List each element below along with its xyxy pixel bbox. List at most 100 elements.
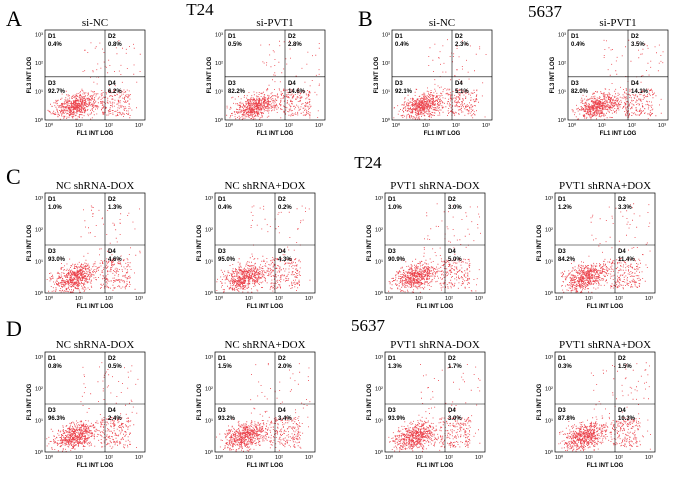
x-tick-label: 10⁰ bbox=[45, 454, 54, 461]
x-tick-label: 10¹ bbox=[75, 455, 83, 461]
quadrant-name: D3 bbox=[48, 81, 56, 87]
quadrant-percent: 5.0% bbox=[448, 257, 462, 263]
y-tick-label: 10⁰ bbox=[205, 290, 214, 297]
quadrant-name: D3 bbox=[218, 249, 226, 255]
x-axis-label: FL1 INT LOG bbox=[424, 131, 461, 137]
y-tick-label: 10² bbox=[558, 61, 566, 67]
quadrant-percent: 2.3% bbox=[455, 42, 469, 48]
quadrant-name: D4 bbox=[631, 81, 639, 87]
quadrant-name: D3 bbox=[395, 81, 403, 87]
event-dots bbox=[216, 363, 311, 452]
quadrant-name: D2 bbox=[618, 197, 626, 203]
quadrant-percent: 2.4% bbox=[108, 416, 122, 422]
panel-label: A bbox=[6, 6, 22, 31]
x-tick-label: 10⁰ bbox=[392, 122, 401, 129]
x-axis-label: FL1 INT LOG bbox=[587, 304, 624, 310]
y-tick-label: 10² bbox=[375, 228, 383, 234]
quadrant-percent: 1.3% bbox=[108, 205, 122, 211]
x-tick-label: 10³ bbox=[135, 123, 143, 129]
plot-title: PVT1 shRNA-DOX bbox=[390, 180, 480, 192]
plot-frame bbox=[214, 351, 316, 453]
quadrant-percent: 1.5% bbox=[618, 364, 632, 370]
y-tick-label: 10¹ bbox=[35, 259, 43, 265]
y-tick-label: 10⁰ bbox=[35, 290, 44, 297]
quadrant-percent: 93.0% bbox=[48, 257, 66, 263]
event-dots bbox=[393, 39, 487, 120]
x-tick-label: 10³ bbox=[658, 123, 666, 129]
quadrant-percent: 10.3% bbox=[618, 416, 636, 422]
plot-title: si-NC bbox=[82, 17, 108, 29]
quadrant-name: D3 bbox=[48, 408, 56, 414]
y-axis-label: FL3 INT LOG bbox=[197, 224, 203, 261]
quadrant-percent: 4.6% bbox=[108, 257, 122, 263]
x-tick-label: 10¹ bbox=[255, 123, 263, 129]
y-axis-label: FL3 INT LOG bbox=[550, 56, 556, 93]
x-tick-label: 10¹ bbox=[585, 296, 593, 302]
x-tick-label: 10³ bbox=[475, 455, 483, 461]
y-tick-label: 10¹ bbox=[545, 259, 553, 265]
x-tick-label: 10⁰ bbox=[45, 295, 54, 302]
plot-frame bbox=[44, 192, 146, 294]
quadrant-percent: 1.0% bbox=[388, 205, 402, 211]
event-dots bbox=[46, 362, 139, 452]
quadrant-percent: 93.2% bbox=[218, 416, 236, 422]
quadrant-percent: 14.6% bbox=[288, 89, 306, 95]
x-tick-label: 10² bbox=[105, 455, 113, 461]
quadrant-name: D4 bbox=[455, 81, 463, 87]
x-axis-label: FL1 INT LOG bbox=[417, 463, 454, 469]
x-tick-label: 10² bbox=[615, 455, 623, 461]
quadrant-name: D1 bbox=[218, 197, 226, 203]
y-tick-label: 10³ bbox=[205, 196, 213, 202]
y-tick-label: 10³ bbox=[375, 355, 383, 361]
y-tick-label: 10¹ bbox=[375, 418, 383, 424]
quadrant-name: D3 bbox=[48, 249, 56, 255]
quadrant-name: D2 bbox=[108, 197, 116, 203]
x-tick-label: 10⁰ bbox=[555, 295, 564, 302]
quadrant-name: D1 bbox=[48, 197, 56, 203]
quadrant-percent: 0.4% bbox=[395, 42, 409, 48]
plot-title: NC shRNA+DOX bbox=[224, 339, 305, 351]
y-tick-label: 10² bbox=[35, 61, 43, 67]
y-tick-label: 10³ bbox=[35, 355, 43, 361]
plot-frame bbox=[567, 29, 669, 121]
x-tick-label: 10³ bbox=[315, 123, 323, 129]
quadrant-name: D2 bbox=[448, 356, 456, 362]
panel-label: C bbox=[6, 164, 21, 189]
quadrant-percent: 82.2% bbox=[228, 89, 246, 95]
y-tick-label: 10³ bbox=[558, 33, 566, 39]
quadrant-name: D2 bbox=[108, 34, 116, 40]
x-axis-label: FL1 INT LOG bbox=[77, 131, 114, 137]
quadrant-percent: 0.2% bbox=[278, 205, 292, 211]
y-axis-label: FL3 INT LOG bbox=[27, 383, 33, 420]
x-axis-label: FL1 INT LOG bbox=[77, 304, 114, 310]
quadrant-percent: 0.8% bbox=[48, 364, 62, 370]
y-tick-label: 10¹ bbox=[382, 90, 390, 96]
x-tick-label: 10¹ bbox=[75, 123, 83, 129]
y-tick-label: 10² bbox=[35, 387, 43, 393]
y-axis-label: FL3 INT LOG bbox=[537, 224, 543, 261]
y-tick-label: 10³ bbox=[215, 33, 223, 39]
quadrant-name: D4 bbox=[278, 408, 286, 414]
plot-title: si-PVT1 bbox=[599, 17, 636, 29]
y-axis-label: FL3 INT LOG bbox=[27, 56, 33, 93]
x-tick-label: 10² bbox=[445, 296, 453, 302]
quadrant-name: D3 bbox=[558, 408, 566, 414]
quadrant-name: D1 bbox=[388, 356, 396, 362]
quadrant-percent: 87.8% bbox=[558, 416, 576, 422]
y-tick-label: 10¹ bbox=[35, 418, 43, 424]
y-tick-label: 10² bbox=[545, 228, 553, 234]
plot-title: PVT1 shRNA+DOX bbox=[559, 339, 651, 351]
quadrant-name: D2 bbox=[455, 34, 463, 40]
x-tick-label: 10⁰ bbox=[568, 122, 577, 129]
quadrant-percent: 0.4% bbox=[48, 42, 62, 48]
y-tick-label: 10³ bbox=[545, 196, 553, 202]
x-tick-label: 10³ bbox=[645, 296, 653, 302]
event-dots bbox=[388, 364, 481, 452]
quadrant-name: D4 bbox=[288, 81, 296, 87]
plot-frame bbox=[384, 192, 486, 294]
x-tick-label: 10⁰ bbox=[215, 454, 224, 461]
x-tick-label: 10² bbox=[275, 296, 283, 302]
quadrant-name: D3 bbox=[388, 249, 396, 255]
quadrant-percent: 0.4% bbox=[571, 42, 585, 48]
